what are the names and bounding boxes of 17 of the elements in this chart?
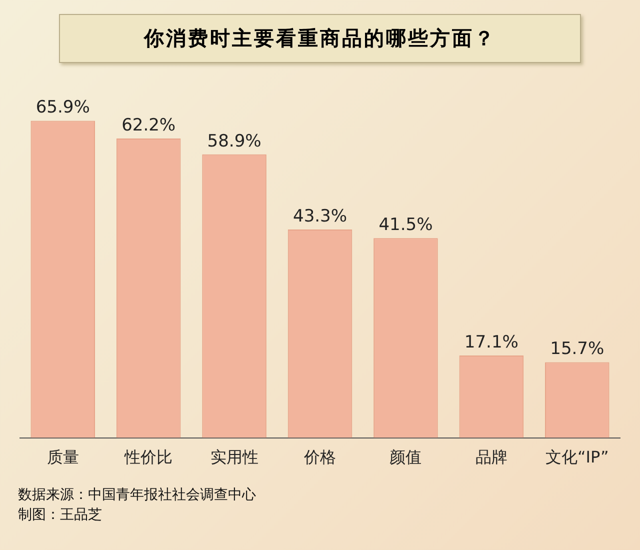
data-label: 41.5%	[378, 215, 433, 236]
data-label: 15.7%	[550, 339, 604, 360]
chart-title: 你消费时主要看重商品的哪些方面？	[59, 14, 581, 63]
data-label: 65.9%	[36, 98, 90, 118]
data-label: 62.2%	[122, 115, 176, 136]
x-tick-label: 质量	[46, 448, 79, 467]
x-tick-label: 颜值	[390, 448, 422, 467]
x-tick-label: 价格	[303, 448, 336, 467]
x-tick-label: 文化“IP”	[546, 448, 609, 467]
data-label: 58.9%	[207, 131, 262, 152]
x-tick-label: 性价比	[124, 448, 173, 467]
data-label: 17.1%	[464, 332, 518, 352]
source-note: 数据来源：中国青年报社社会调查中心	[18, 486, 257, 505]
text: 制图：王品芝	[18, 506, 103, 525]
data-label: 43.3%	[292, 206, 348, 226]
x-tick-label: 品牌	[475, 448, 508, 467]
x-tick-label: 实用性	[210, 448, 258, 467]
